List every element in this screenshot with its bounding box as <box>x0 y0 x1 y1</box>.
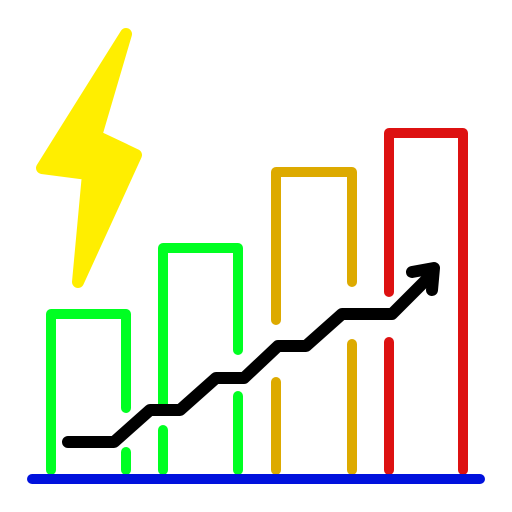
bar-4 <box>384 128 468 475</box>
bar-1 <box>46 309 131 475</box>
trend-arrow <box>62 262 440 448</box>
bar-2 <box>158 243 243 475</box>
lightning-bolt-icon <box>36 28 142 288</box>
bar-chart <box>46 128 468 475</box>
bar-3 <box>271 167 357 475</box>
